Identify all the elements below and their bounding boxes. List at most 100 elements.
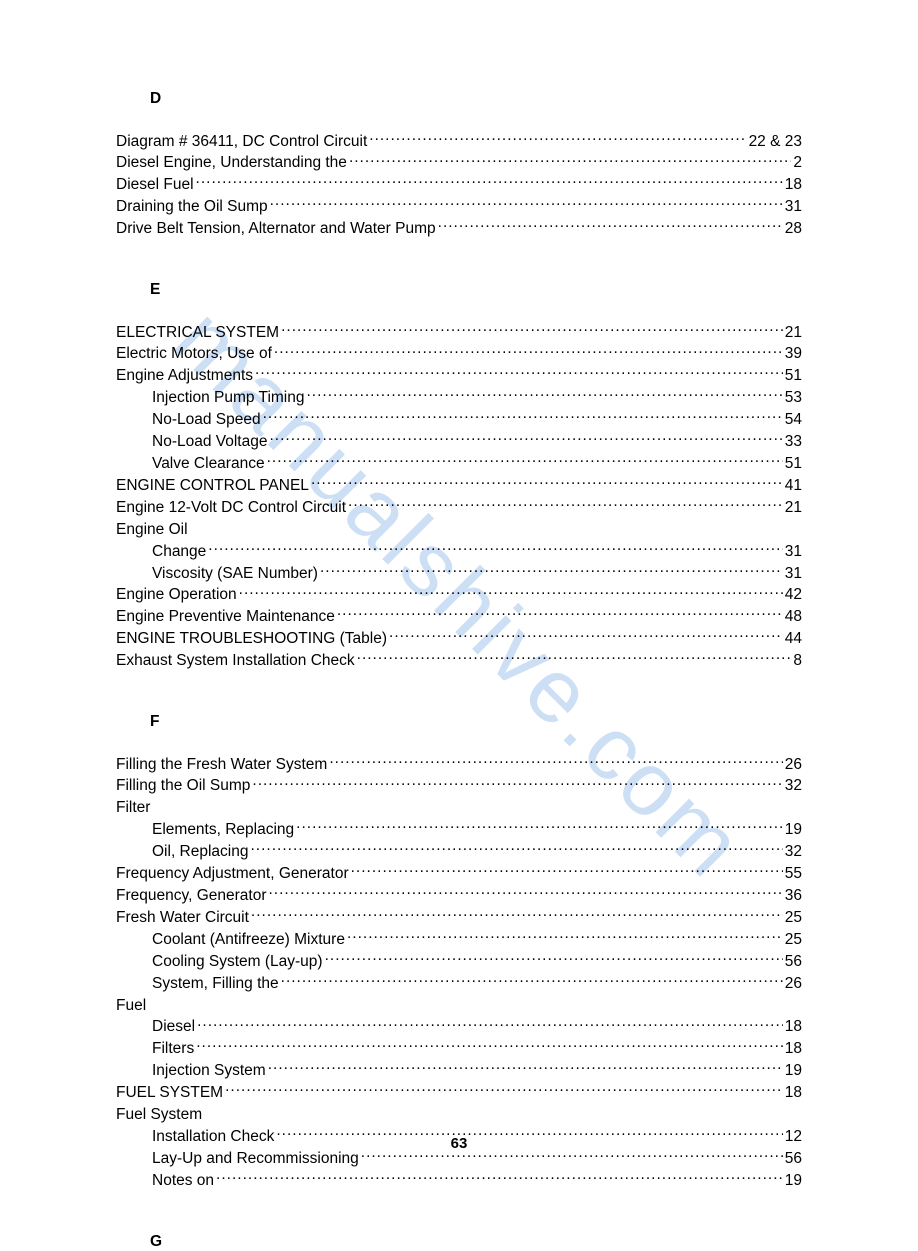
dot-leader xyxy=(196,174,783,190)
index-entry: ELECTRICAL SYSTEM 21 xyxy=(116,321,802,342)
entry-label: Engine Oil xyxy=(116,521,188,540)
entry-label: Frequency Adjustment, Generator xyxy=(116,865,349,884)
dot-leader xyxy=(369,130,746,146)
entry-label: Drive Belt Tension, Alternator and Water… xyxy=(116,220,436,239)
index-entry: ENGINE TROUBLESHOOTING (Table) 44 xyxy=(116,628,802,649)
entry-page: 54 xyxy=(785,411,802,430)
entry-label: FUEL SYSTEM xyxy=(116,1084,223,1103)
entry-page: 51 xyxy=(785,367,802,386)
entry-page: 19 xyxy=(785,821,802,840)
dot-leader xyxy=(255,365,783,381)
dot-leader xyxy=(239,584,783,600)
entry-page: 25 xyxy=(785,931,802,950)
entry-label: Filters xyxy=(152,1040,194,1059)
entry-label: Cooling System (Lay-up) xyxy=(152,953,323,972)
dot-leader xyxy=(311,474,783,490)
section-heading: F xyxy=(150,713,802,731)
dot-leader xyxy=(389,628,783,644)
dot-leader xyxy=(196,1038,783,1054)
section-heading: D xyxy=(150,90,802,108)
entry-label: Diesel Fuel xyxy=(116,176,194,195)
dot-leader xyxy=(337,606,783,622)
dot-leader xyxy=(281,321,783,337)
index-entry: Fuel xyxy=(116,994,802,1015)
entry-page: 19 xyxy=(785,1062,802,1081)
dot-leader xyxy=(320,562,783,578)
dot-leader xyxy=(263,409,783,425)
entry-page: 31 xyxy=(785,198,802,217)
dot-leader xyxy=(268,884,782,900)
entry-label: Filling the Fresh Water System xyxy=(116,756,327,775)
entry-page: 18 xyxy=(785,1018,802,1037)
index-section: EELECTRICAL SYSTEM 21Electric Motors, Us… xyxy=(116,281,802,671)
index-entry: Engine Oil xyxy=(116,518,802,539)
entry-page: 32 xyxy=(785,843,802,862)
dot-leader xyxy=(357,650,792,666)
index-entry: Change 31 xyxy=(116,540,802,561)
entry-label: Fresh Water Circuit xyxy=(116,909,249,928)
dot-leader xyxy=(349,152,791,168)
dot-leader xyxy=(307,387,783,403)
entry-label: ENGINE CONTROL PANEL xyxy=(116,477,309,496)
index-section: F Filling the Fresh Water System26Filling… xyxy=(116,713,802,1191)
entry-page: 25 xyxy=(785,909,802,928)
index-entry: Frequency, Generator36 xyxy=(116,884,802,905)
entry-label: Diesel Engine, Understanding the xyxy=(116,154,347,173)
dot-leader xyxy=(267,452,783,468)
entry-label: Engine Preventive Maintenance xyxy=(116,608,335,627)
entry-page: 31 xyxy=(785,543,802,562)
index-entry: Filling the Fresh Water System26 xyxy=(116,753,802,774)
index-section: G xyxy=(116,1233,802,1251)
entry-page: 56 xyxy=(785,1150,802,1169)
dot-leader xyxy=(252,775,782,791)
index-entry: Diagram # 36411, DC Control Circuit 22 & … xyxy=(116,130,802,151)
index-entry: Lay-Up and Recommissioning56 xyxy=(116,1147,802,1168)
dot-leader xyxy=(274,343,783,359)
entry-page: 41 xyxy=(785,477,802,496)
entry-page: 28 xyxy=(785,220,802,239)
dot-leader xyxy=(438,218,783,234)
index-entry: Filter xyxy=(116,797,802,818)
index-entry: Cooling System (Lay-up) 56 xyxy=(116,950,802,971)
dot-leader xyxy=(269,431,782,447)
section-heading: G xyxy=(150,1233,802,1251)
entry-label: Fuel xyxy=(116,997,146,1016)
index-entry: Engine Preventive Maintenance 48 xyxy=(116,606,802,627)
section-heading: E xyxy=(150,281,802,299)
entry-page: 51 xyxy=(785,455,802,474)
dot-leader xyxy=(281,972,783,988)
entry-page: 32 xyxy=(785,777,802,796)
entry-label: Coolant (Antifreeze) Mixture xyxy=(152,931,345,950)
dot-leader xyxy=(251,841,783,857)
entry-page: 53 xyxy=(785,389,802,408)
entry-page: 56 xyxy=(785,953,802,972)
entry-page: 18 xyxy=(785,176,802,195)
entry-label: Draining the Oil Sump xyxy=(116,198,268,217)
entry-label: Installation Check xyxy=(152,1128,274,1147)
dot-leader xyxy=(351,863,783,879)
entry-label: Change xyxy=(152,543,206,562)
entry-label: Elements, Replacing xyxy=(152,821,294,840)
entry-page: 21 xyxy=(785,324,802,343)
dot-leader xyxy=(276,1125,782,1141)
index-entry: Injection System 19 xyxy=(116,1060,802,1081)
entry-label: Oil, Replacing xyxy=(152,843,249,862)
index-entry: Oil, Replacing 32 xyxy=(116,841,802,862)
dot-leader xyxy=(361,1147,783,1163)
index-entry: Diesel Engine, Understanding the2 xyxy=(116,152,802,173)
index-entry: ENGINE CONTROL PANEL 41 xyxy=(116,474,802,495)
dot-leader xyxy=(347,928,783,944)
index-entry: Filters 18 xyxy=(116,1038,802,1059)
entry-label: Diagram # 36411, DC Control Circuit xyxy=(116,133,367,152)
index-entry: Exhaust System Installation Check 8 xyxy=(116,650,802,671)
dot-leader xyxy=(268,1060,783,1076)
index-entry: Notes on 19 xyxy=(116,1169,802,1190)
entry-page: 48 xyxy=(785,608,802,627)
entry-page: 22 & 23 xyxy=(749,133,802,152)
entry-label: ENGINE TROUBLESHOOTING (Table) xyxy=(116,630,387,649)
entry-page: 12 xyxy=(785,1128,802,1147)
index-entry: Elements, Replacing 19 xyxy=(116,819,802,840)
entry-label: Engine Operation xyxy=(116,586,237,605)
dot-leader xyxy=(208,540,782,556)
index-section: D Diagram # 36411, DC Control Circuit 22 &… xyxy=(116,90,802,239)
